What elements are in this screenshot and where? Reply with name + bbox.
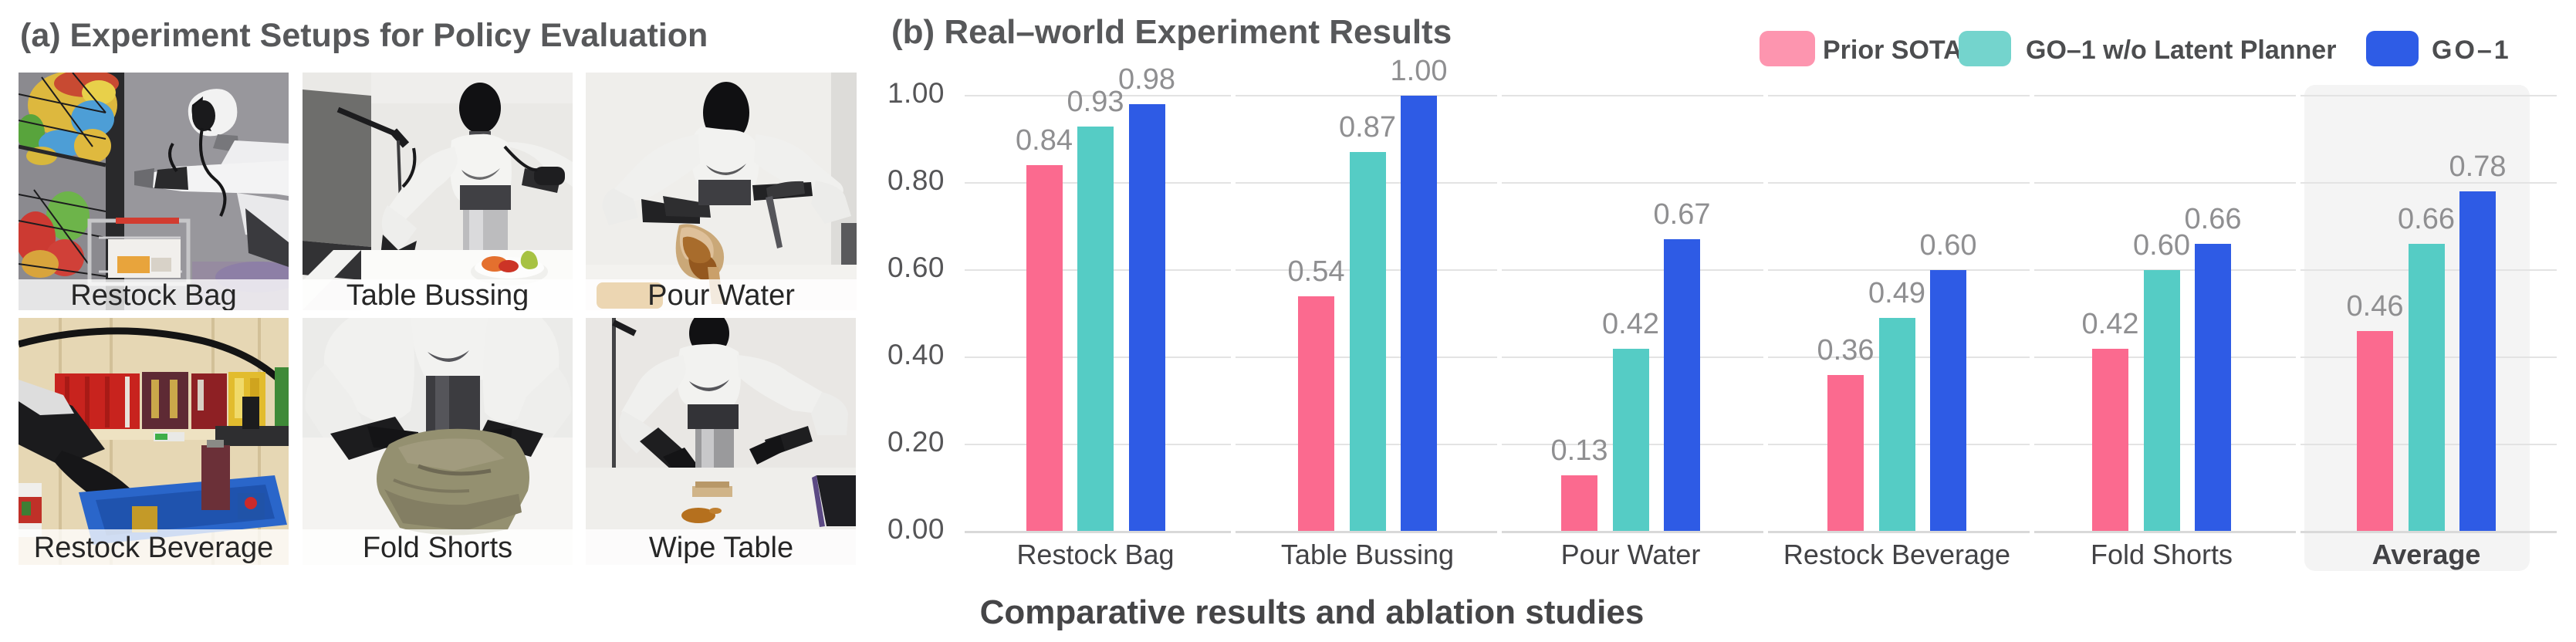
svg-text:Restock Bag: Restock Bag: [70, 279, 236, 310]
svg-text:Table Bussing: Table Bussing: [347, 279, 529, 310]
svg-text:Wipe Table: Wipe Table: [649, 532, 793, 564]
svg-text:Restock Beverage: Restock Beverage: [34, 532, 274, 564]
svg-text:Fold Shorts: Fold Shorts: [363, 532, 512, 564]
svg-text:Pour Water: Pour Water: [647, 279, 795, 310]
